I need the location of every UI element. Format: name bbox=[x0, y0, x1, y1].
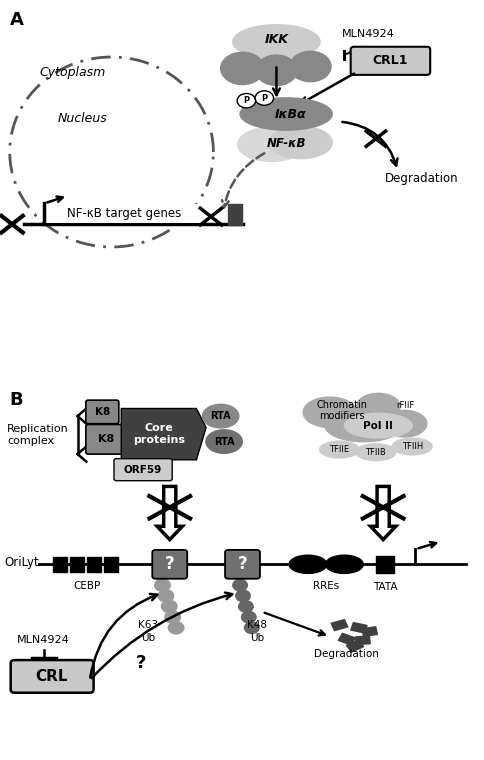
Text: CEBP: CEBP bbox=[74, 581, 101, 591]
Circle shape bbox=[165, 611, 180, 623]
Text: MLN4924: MLN4924 bbox=[342, 29, 394, 40]
FancyBboxPatch shape bbox=[354, 635, 370, 645]
FancyArrowPatch shape bbox=[91, 593, 232, 678]
Ellipse shape bbox=[319, 441, 359, 458]
Text: Chromatin
modifiers: Chromatin modifiers bbox=[316, 400, 367, 421]
Ellipse shape bbox=[237, 127, 305, 162]
Ellipse shape bbox=[269, 126, 332, 159]
Text: Nucleus: Nucleus bbox=[58, 112, 107, 125]
Text: OriLyt: OriLyt bbox=[5, 556, 40, 569]
Bar bbox=[53, 556, 67, 572]
FancyArrow shape bbox=[370, 486, 395, 540]
FancyBboxPatch shape bbox=[349, 622, 367, 634]
Text: IKK: IKK bbox=[264, 33, 288, 46]
FancyArrowPatch shape bbox=[222, 154, 264, 207]
Circle shape bbox=[235, 591, 250, 602]
Text: K8: K8 bbox=[97, 434, 114, 445]
Ellipse shape bbox=[240, 98, 332, 130]
FancyBboxPatch shape bbox=[337, 632, 355, 646]
Ellipse shape bbox=[325, 555, 363, 573]
FancyArrowPatch shape bbox=[90, 594, 157, 677]
Text: CRL: CRL bbox=[35, 669, 68, 684]
Text: TFIIB: TFIIB bbox=[365, 448, 385, 457]
Text: ?: ? bbox=[237, 555, 247, 572]
Circle shape bbox=[232, 580, 247, 591]
Ellipse shape bbox=[288, 555, 326, 573]
FancyBboxPatch shape bbox=[152, 550, 187, 579]
Circle shape bbox=[255, 90, 273, 105]
FancyBboxPatch shape bbox=[350, 47, 429, 75]
Text: MLN4924: MLN4924 bbox=[17, 635, 70, 645]
Circle shape bbox=[238, 600, 253, 613]
Ellipse shape bbox=[232, 24, 319, 59]
Text: ?: ? bbox=[135, 654, 146, 672]
FancyArrowPatch shape bbox=[342, 122, 397, 166]
Bar bbox=[104, 556, 118, 572]
Ellipse shape bbox=[205, 429, 242, 453]
Ellipse shape bbox=[202, 404, 238, 428]
FancyBboxPatch shape bbox=[330, 619, 348, 632]
Text: Replication
complex: Replication complex bbox=[7, 424, 69, 446]
FancyBboxPatch shape bbox=[86, 401, 119, 424]
Text: Cytoplasm: Cytoplasm bbox=[40, 66, 106, 79]
Text: Degradation: Degradation bbox=[314, 648, 378, 659]
Circle shape bbox=[244, 622, 258, 634]
Ellipse shape bbox=[344, 413, 411, 438]
Text: Ub: Ub bbox=[249, 632, 264, 643]
FancyBboxPatch shape bbox=[86, 424, 125, 454]
Text: TFIIE: TFIIE bbox=[329, 445, 349, 454]
Text: Degradation: Degradation bbox=[384, 172, 458, 185]
FancyArrow shape bbox=[157, 486, 182, 540]
Polygon shape bbox=[121, 409, 206, 460]
Text: RREs: RREs bbox=[313, 581, 339, 591]
Text: Core
proteins: Core proteins bbox=[133, 423, 185, 445]
FancyBboxPatch shape bbox=[225, 550, 259, 579]
Ellipse shape bbox=[382, 410, 426, 437]
Bar bbox=[87, 556, 101, 572]
FancyBboxPatch shape bbox=[360, 626, 378, 637]
Circle shape bbox=[168, 622, 183, 634]
Text: ORF59: ORF59 bbox=[124, 464, 162, 475]
Ellipse shape bbox=[356, 394, 399, 420]
Text: A: A bbox=[10, 11, 24, 30]
Ellipse shape bbox=[324, 410, 402, 442]
Ellipse shape bbox=[220, 52, 264, 84]
Text: NF-κB target genes: NF-κB target genes bbox=[66, 207, 181, 220]
Ellipse shape bbox=[355, 444, 395, 461]
Bar bbox=[227, 204, 241, 225]
Text: TFIIH: TFIIH bbox=[401, 442, 422, 451]
Circle shape bbox=[154, 579, 170, 591]
Text: CRL1: CRL1 bbox=[372, 54, 408, 68]
Ellipse shape bbox=[392, 438, 431, 454]
Ellipse shape bbox=[256, 55, 296, 86]
Text: B: B bbox=[10, 391, 23, 410]
Text: K8: K8 bbox=[94, 407, 110, 417]
Text: RTA: RTA bbox=[213, 436, 234, 447]
FancyBboxPatch shape bbox=[46, 204, 201, 223]
Bar bbox=[375, 556, 393, 573]
Ellipse shape bbox=[289, 52, 331, 82]
Circle shape bbox=[237, 93, 255, 108]
Text: K63: K63 bbox=[137, 620, 158, 630]
Circle shape bbox=[161, 600, 177, 613]
Ellipse shape bbox=[302, 397, 356, 427]
Circle shape bbox=[241, 611, 256, 623]
Text: P: P bbox=[261, 93, 267, 103]
FancyBboxPatch shape bbox=[345, 639, 363, 653]
Text: Pol II: Pol II bbox=[363, 420, 393, 431]
Text: K48: K48 bbox=[246, 620, 267, 630]
Text: TATA: TATA bbox=[372, 582, 396, 592]
Text: ?: ? bbox=[165, 555, 174, 572]
Text: rFIIF: rFIIF bbox=[395, 401, 413, 410]
Circle shape bbox=[158, 590, 173, 602]
Text: IκBα: IκBα bbox=[274, 107, 306, 121]
FancyBboxPatch shape bbox=[11, 660, 93, 693]
Text: Ub: Ub bbox=[140, 632, 155, 643]
Bar bbox=[70, 556, 84, 572]
Text: P: P bbox=[243, 97, 249, 105]
FancyBboxPatch shape bbox=[114, 458, 172, 481]
Text: NF-κB: NF-κB bbox=[266, 137, 305, 150]
Text: RTA: RTA bbox=[210, 411, 230, 421]
